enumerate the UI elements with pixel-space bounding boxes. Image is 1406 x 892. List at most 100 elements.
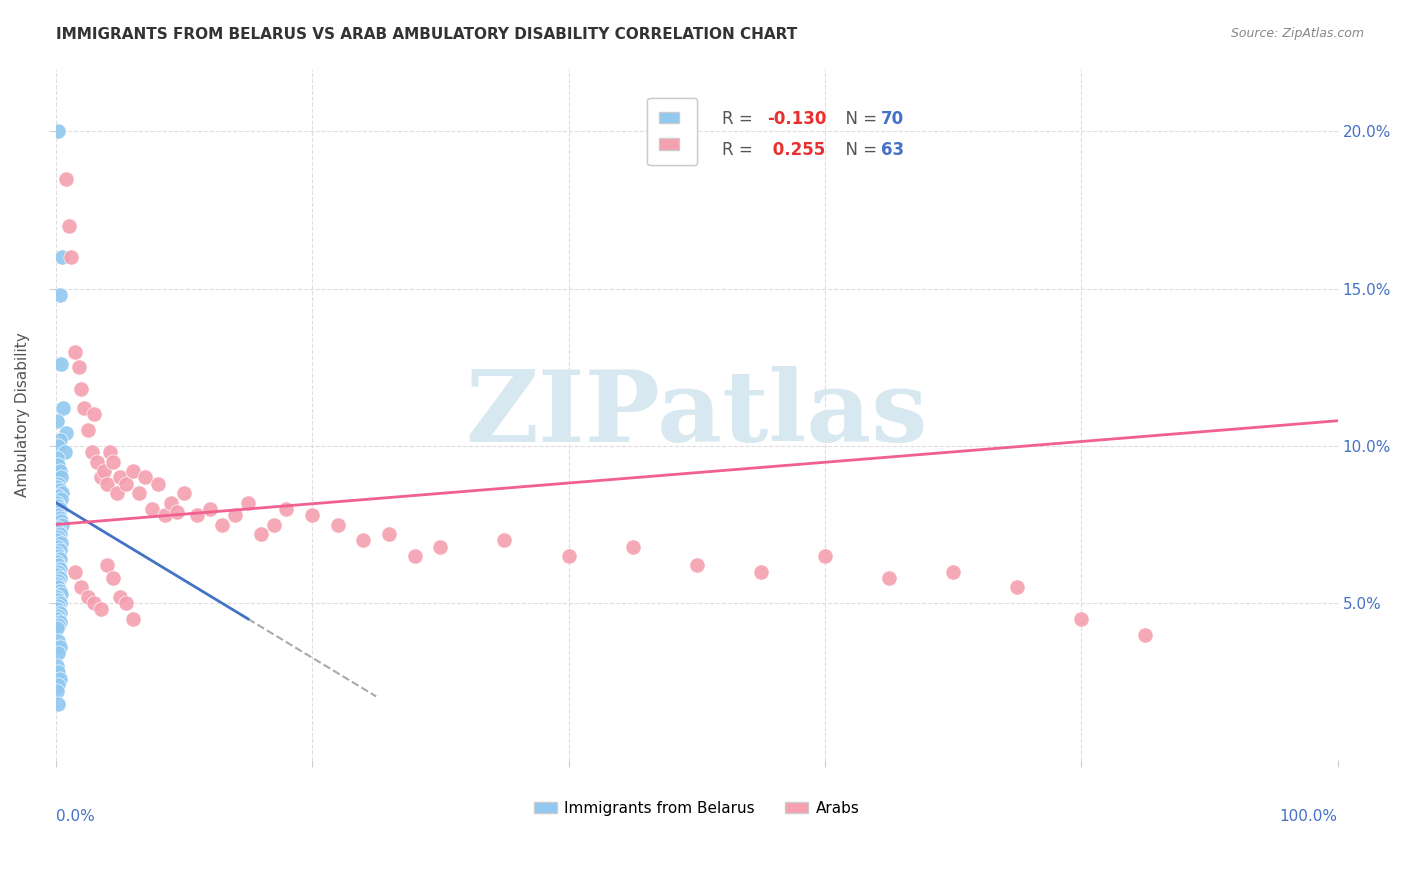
Point xyxy=(46,489,69,503)
Point xyxy=(55,426,77,441)
Point xyxy=(76,590,98,604)
Point xyxy=(108,470,131,484)
Point xyxy=(76,423,98,437)
Text: 0.0%: 0.0% xyxy=(56,809,94,824)
Point xyxy=(53,445,76,459)
Point xyxy=(49,470,72,484)
Point xyxy=(51,517,73,532)
Point xyxy=(48,464,70,478)
Point xyxy=(46,540,69,554)
Point xyxy=(46,533,69,548)
Point xyxy=(46,476,69,491)
Point xyxy=(121,612,143,626)
Point xyxy=(49,536,72,550)
Point xyxy=(49,515,72,529)
Point xyxy=(70,382,93,396)
Point xyxy=(48,596,70,610)
Point xyxy=(60,250,83,264)
Point xyxy=(46,505,69,519)
Point xyxy=(46,590,69,604)
Point xyxy=(46,608,69,623)
Point xyxy=(48,433,70,447)
Point xyxy=(83,596,105,610)
Point xyxy=(46,697,69,711)
Point xyxy=(378,527,401,541)
Point xyxy=(48,672,70,686)
Text: -0.130: -0.130 xyxy=(768,110,827,128)
Point xyxy=(48,511,70,525)
Text: N =: N = xyxy=(835,110,883,128)
Point xyxy=(46,659,69,673)
Point xyxy=(1135,627,1157,641)
Point xyxy=(67,360,90,375)
Point xyxy=(46,621,69,635)
Point xyxy=(103,455,125,469)
Point xyxy=(52,401,75,416)
Point xyxy=(48,542,70,557)
Point xyxy=(48,288,70,302)
Point xyxy=(46,549,69,563)
Point xyxy=(73,401,96,416)
Point xyxy=(86,455,108,469)
Point xyxy=(46,508,69,522)
Point xyxy=(198,501,221,516)
Point xyxy=(46,546,69,560)
Point xyxy=(48,527,70,541)
Point xyxy=(1070,612,1092,626)
Point xyxy=(96,476,118,491)
Point xyxy=(80,445,103,459)
Point xyxy=(93,464,115,478)
Point xyxy=(46,665,69,680)
Point xyxy=(686,558,709,573)
Text: R =: R = xyxy=(723,110,758,128)
Text: 0.255: 0.255 xyxy=(768,141,825,159)
Point xyxy=(46,574,69,589)
Point xyxy=(877,571,900,585)
Point xyxy=(46,581,69,595)
Point xyxy=(46,524,69,538)
Point xyxy=(263,517,285,532)
Point xyxy=(46,593,69,607)
Point xyxy=(46,414,69,428)
Point xyxy=(621,540,644,554)
Point xyxy=(49,587,72,601)
Point xyxy=(46,530,69,544)
Point xyxy=(236,495,259,509)
Point xyxy=(224,508,246,522)
Text: IMMIGRANTS FROM BELARUS VS ARAB AMBULATORY DISABILITY CORRELATION CHART: IMMIGRANTS FROM BELARUS VS ARAB AMBULATO… xyxy=(56,27,797,42)
Point xyxy=(326,517,349,532)
Point xyxy=(48,561,70,575)
Point xyxy=(46,647,69,661)
Point xyxy=(96,558,118,573)
Point xyxy=(70,581,93,595)
Point xyxy=(148,476,170,491)
Point xyxy=(51,486,73,500)
Point xyxy=(46,618,69,632)
Point xyxy=(115,476,138,491)
Point xyxy=(429,540,451,554)
Point xyxy=(404,549,426,563)
Point xyxy=(63,344,86,359)
Text: R =: R = xyxy=(723,141,758,159)
Point xyxy=(49,492,72,507)
Point xyxy=(46,521,69,535)
Legend: , : , xyxy=(647,97,697,165)
Point xyxy=(48,583,70,598)
Point xyxy=(250,527,273,541)
Point xyxy=(90,602,112,616)
Point xyxy=(48,571,70,585)
Point xyxy=(173,486,195,500)
Point xyxy=(557,549,579,563)
Point xyxy=(494,533,516,548)
Point xyxy=(48,552,70,566)
Point xyxy=(115,596,138,610)
Point xyxy=(121,464,143,478)
Text: N =: N = xyxy=(835,141,883,159)
Point xyxy=(134,470,156,484)
Text: 70: 70 xyxy=(882,110,904,128)
Point xyxy=(46,458,69,472)
Point xyxy=(90,470,112,484)
Point xyxy=(160,495,183,509)
Point xyxy=(46,565,69,579)
Point xyxy=(46,480,69,494)
